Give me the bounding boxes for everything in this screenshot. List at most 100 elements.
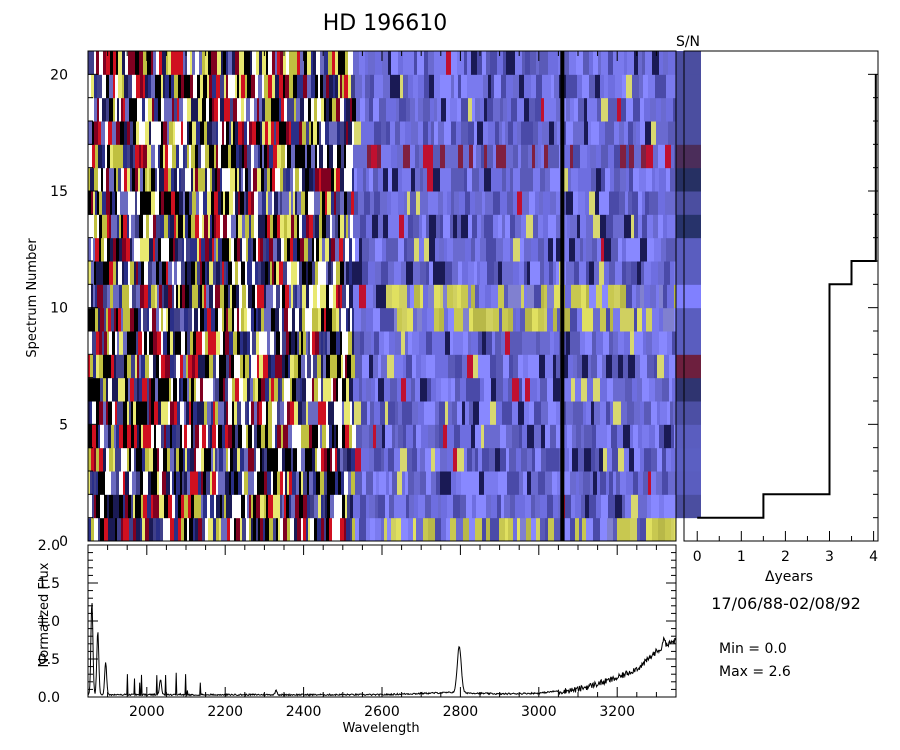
heatmap-cell xyxy=(115,191,117,215)
heatmap-cell xyxy=(308,191,310,215)
heatmap-cell xyxy=(88,191,91,215)
heatmap-cell xyxy=(212,331,216,355)
heatmap-cell xyxy=(170,214,174,239)
heatmap-cell xyxy=(176,471,180,495)
heatmap-cell xyxy=(445,401,448,425)
heatmap-cell xyxy=(535,447,541,472)
heatmap-cell xyxy=(534,401,541,425)
heatmap-cell xyxy=(585,191,589,215)
heatmap-cell xyxy=(149,377,151,402)
heatmap-cell xyxy=(506,144,509,169)
heatmap-cell xyxy=(638,191,642,215)
heatmap-cell xyxy=(230,517,234,542)
heatmap-cell xyxy=(320,74,323,99)
heatmap-cell xyxy=(285,471,287,495)
heatmap-cell xyxy=(519,424,522,449)
sn-strip-cell xyxy=(676,284,701,309)
heatmap-cell xyxy=(414,51,417,75)
heatmap-cell xyxy=(107,331,109,355)
heatmap-cell xyxy=(317,121,319,145)
heatmap-cell xyxy=(178,494,181,519)
heatmap-cell xyxy=(624,214,631,239)
heatmap-cell xyxy=(269,377,271,402)
heatmap-cell xyxy=(536,331,540,355)
heatmap-cell xyxy=(155,191,159,215)
heatmap-cell xyxy=(316,51,320,75)
heatmap-cell xyxy=(656,97,661,122)
heatmap-cell xyxy=(362,354,369,379)
heatmap-cell xyxy=(179,51,183,75)
heatmap-cell xyxy=(366,494,369,519)
heatmap-cell xyxy=(514,471,519,495)
heatmap-cell xyxy=(336,97,340,122)
heatmap-cell xyxy=(99,331,102,355)
heatmap-cell xyxy=(457,97,461,122)
heatmap-cell xyxy=(279,97,281,122)
heatmap-cell xyxy=(299,74,303,99)
heatmap-cell xyxy=(97,214,99,239)
heatmap-cell xyxy=(571,494,575,519)
heatmap-cell xyxy=(300,284,302,309)
heatmap-cell xyxy=(180,401,184,425)
heatmap-cell xyxy=(242,424,244,449)
heatmap-cell xyxy=(475,97,480,122)
heatmap-cell xyxy=(420,261,426,285)
heatmap-cell xyxy=(148,261,152,285)
heatmap-cell xyxy=(472,167,479,192)
heatmap-cell xyxy=(466,494,472,519)
heatmap-cell xyxy=(207,121,209,145)
heatmap-cell xyxy=(244,424,246,449)
heatmap-cell xyxy=(434,74,440,99)
heatmap-cell xyxy=(671,121,676,145)
heatmap-cell xyxy=(234,214,236,239)
heatmap-cell xyxy=(239,51,242,75)
heatmap-cell xyxy=(581,284,586,309)
heatmap-cell xyxy=(172,97,174,122)
heatmap-cell xyxy=(530,51,536,75)
heatmap-cell xyxy=(489,191,493,215)
heatmap-cell xyxy=(479,401,484,425)
heatmap-cell xyxy=(558,494,562,519)
heatmap-cell xyxy=(593,214,600,239)
heatmap-cell xyxy=(623,354,628,379)
heatmap-cell xyxy=(375,237,382,262)
heatmap-cell xyxy=(312,237,314,262)
heatmap-cell xyxy=(400,447,407,472)
heatmap-cell xyxy=(385,494,389,519)
heatmap-cell xyxy=(155,167,157,192)
heatmap-cell xyxy=(136,261,138,285)
heatmap-cell xyxy=(199,191,203,215)
sn-strip-cell xyxy=(676,517,701,542)
heatmap-cell xyxy=(447,284,453,309)
heatmap-cell xyxy=(136,471,140,495)
heatmap-cell xyxy=(653,144,658,169)
heatmap-cell xyxy=(513,307,516,332)
heatmap-cell xyxy=(464,51,467,75)
heatmap-cell xyxy=(547,284,554,309)
heatmap-cell xyxy=(312,447,315,472)
heatmap-cell xyxy=(149,214,153,239)
heatmap-cell xyxy=(346,214,348,239)
heatmap-cell xyxy=(221,191,223,215)
heatmap-cell xyxy=(284,307,288,332)
heatmap-cell xyxy=(448,354,455,379)
heatmap-cell xyxy=(332,517,334,542)
heatmap-cell xyxy=(103,284,105,309)
heatmap-cell xyxy=(331,167,334,192)
heatmap-cell xyxy=(151,471,155,495)
heatmap-cell xyxy=(659,51,663,75)
heatmap-cell xyxy=(414,237,419,262)
heatmap-cell xyxy=(224,121,226,145)
heatmap-cell xyxy=(344,97,346,122)
heatmap-cell xyxy=(123,401,127,425)
heatmap-cell xyxy=(88,517,91,542)
heatmap-cell xyxy=(666,74,671,99)
heatmap-cell xyxy=(626,97,633,122)
heatmap-cell xyxy=(131,447,134,472)
heatmap-cell xyxy=(248,191,251,215)
heatmap-cell xyxy=(155,144,158,169)
heatmap-cell xyxy=(441,377,448,402)
heatmap-cell xyxy=(624,51,627,75)
heatmap-cell xyxy=(115,517,117,542)
heatmap-cell xyxy=(324,447,327,472)
